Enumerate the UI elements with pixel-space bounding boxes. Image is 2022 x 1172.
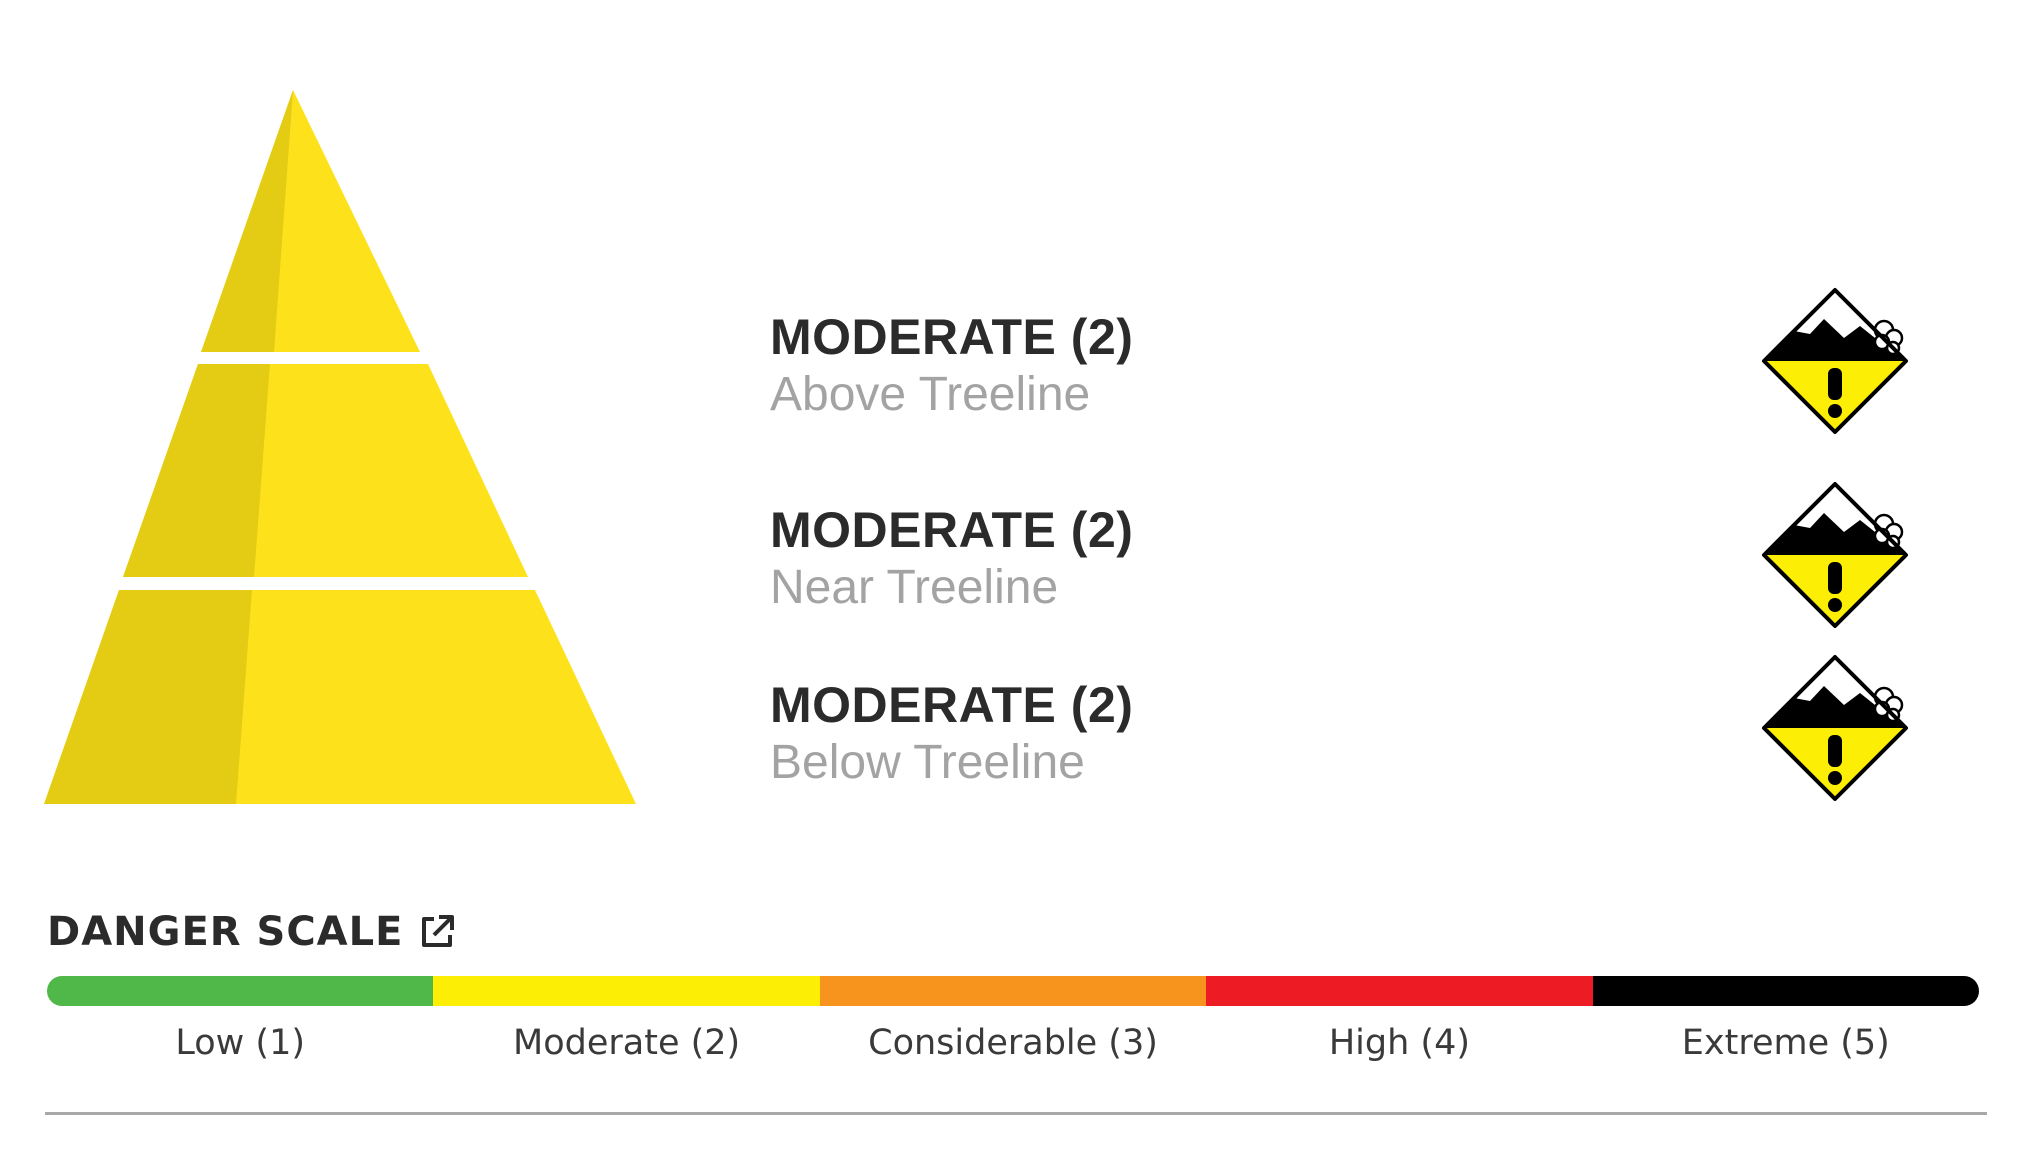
danger-scale-label-considerable: Considerable (3)	[868, 1023, 1158, 1063]
danger-scale-label-low: Low (1)	[175, 1023, 306, 1063]
level-elevation: Near Treeline	[770, 561, 1059, 614]
level-rating: MODERATE (2)	[770, 309, 1134, 365]
level-rating: MODERATE (2)	[770, 502, 1134, 558]
danger-scale-bar	[47, 976, 1979, 1006]
pyramid-band-below-treeline	[44, 590, 636, 804]
level-below-treeline: MODERATE (2) Below Treeline	[770, 676, 1670, 792]
danger-scale-label-high: High (4)	[1328, 1023, 1470, 1063]
moderate-danger-icon	[1762, 655, 1908, 801]
danger-scale-title: DANGER SCALE	[47, 909, 404, 955]
elevation-pyramid	[44, 90, 636, 804]
danger-scale-segment-low	[47, 976, 434, 1006]
level-above-treeline: MODERATE (2) Above Treeline	[770, 308, 1670, 424]
danger-scale-label-moderate: Moderate (2)	[513, 1023, 741, 1063]
external-link-icon	[422, 915, 455, 947]
level-near-treeline: MODERATE (2) Near Treeline	[770, 501, 1670, 617]
danger-scale-segment-extreme	[1592, 976, 1979, 1006]
level-elevation: Below Treeline	[770, 736, 1085, 789]
danger-scale-segment-high	[1206, 976, 1593, 1006]
danger-scale-segment-moderate	[433, 976, 820, 1006]
section-divider	[45, 1112, 1987, 1115]
danger-scale-label-extreme: Extreme (5)	[1681, 1023, 1890, 1063]
danger-scale-segment-considerable	[819, 976, 1207, 1006]
moderate-danger-icon	[1762, 482, 1908, 628]
danger-scale-link[interactable]: DANGER SCALE	[47, 904, 455, 960]
level-elevation: Above Treeline	[770, 368, 1091, 421]
moderate-danger-icon	[1762, 288, 1908, 434]
pyramid-band-above-treeline	[201, 90, 420, 352]
pyramid-band-near-treeline	[123, 364, 528, 577]
level-rating: MODERATE (2)	[770, 677, 1134, 733]
danger-scale-labels: Low (1) Moderate (2) Considerable (3) Hi…	[47, 1018, 1979, 1068]
